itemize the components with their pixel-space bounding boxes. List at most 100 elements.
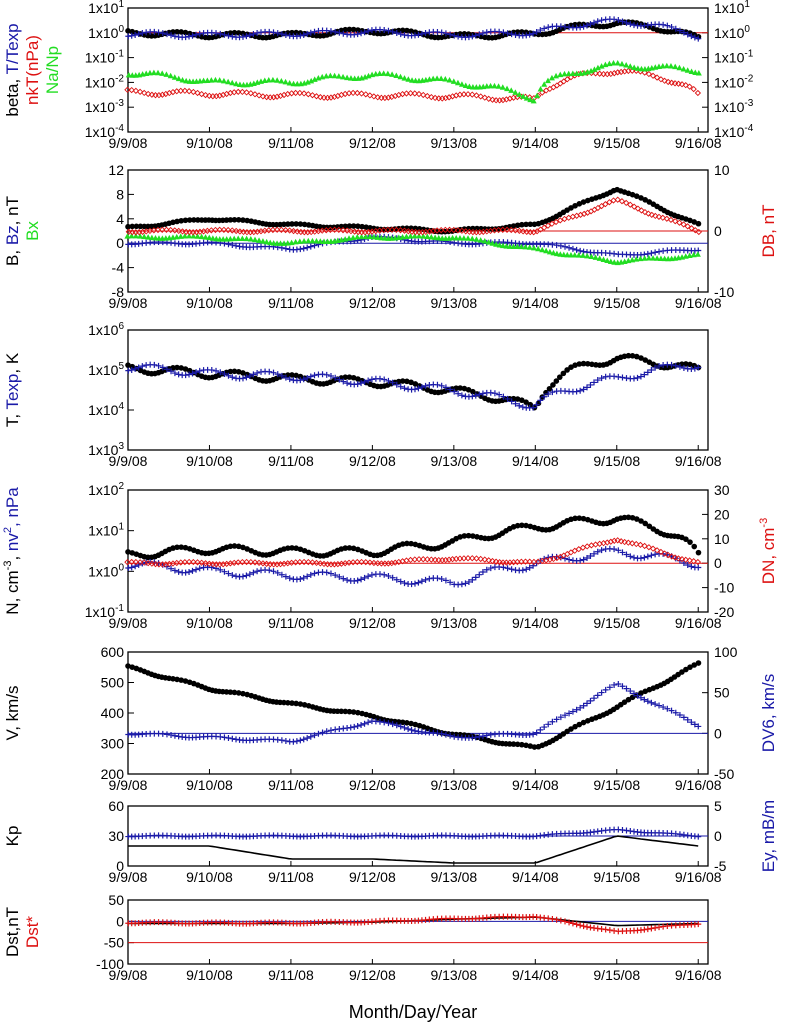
data-point [270, 29, 277, 36]
data-point [633, 516, 640, 522]
data-point [537, 85, 544, 92]
data-point [580, 386, 587, 393]
y-axis-label-right: DV6, km/s [759, 674, 778, 752]
data-point [359, 223, 365, 230]
data-point [451, 32, 458, 39]
data-point [668, 361, 675, 368]
data-point [259, 238, 266, 244]
x-tick-label: 9/11/08 [268, 453, 314, 469]
data-point [135, 364, 142, 371]
data-point [541, 81, 548, 87]
data-point [174, 676, 180, 683]
data-point [508, 226, 515, 234]
data-point [376, 571, 383, 578]
data-point [304, 30, 311, 37]
data-point [695, 549, 702, 556]
data-point [389, 574, 396, 581]
data-point [231, 689, 238, 696]
data-point [691, 543, 698, 550]
data-point [240, 544, 246, 551]
data-point [545, 390, 552, 397]
data-point [355, 223, 361, 230]
data-point [308, 77, 315, 84]
data-point [250, 569, 257, 576]
data-point [286, 575, 293, 582]
x-tick-label: 9/10/08 [186, 295, 233, 311]
data-point [641, 696, 648, 703]
data-point [588, 253, 595, 260]
data-point [519, 522, 525, 529]
data-point [332, 374, 339, 381]
x-tick-label: 9/9/08 [109, 135, 148, 151]
data-point [485, 95, 492, 102]
data-point [293, 738, 300, 745]
data-point [342, 223, 349, 230]
data-point [206, 560, 213, 567]
x-tick-label: 9/9/08 [109, 295, 148, 311]
data-point [684, 562, 691, 569]
y-tick-label-right: 1x10-4 [714, 123, 754, 140]
data-point [672, 218, 679, 225]
data-point [236, 228, 244, 235]
y-tick-label-left: -4 [112, 260, 125, 276]
data-point [182, 217, 189, 224]
data-point [281, 699, 287, 706]
data-point [550, 249, 557, 256]
data-point [182, 366, 189, 372]
data-point [470, 388, 476, 395]
data-point [397, 73, 404, 80]
data-point [483, 732, 490, 739]
data-point [518, 243, 525, 250]
data-point [684, 223, 691, 230]
x-tick-label: 9/11/08 [268, 135, 314, 151]
data-point [274, 371, 281, 378]
data-point [470, 533, 476, 539]
data-point [181, 87, 189, 94]
data-point [233, 242, 240, 249]
data-point [691, 34, 698, 41]
data-point [553, 242, 560, 249]
data-point [300, 90, 308, 97]
data-point [240, 690, 246, 697]
data-point [148, 560, 156, 567]
y-axis-label-right: DB, nT [759, 205, 778, 258]
data-point [274, 30, 281, 37]
y-tick-label-left: 60 [108, 798, 124, 814]
data-point [668, 553, 675, 560]
data-point [690, 85, 697, 93]
data-point [297, 737, 304, 744]
data-point [672, 25, 679, 32]
data-point [611, 16, 618, 23]
data-point [546, 248, 553, 255]
data-point [479, 733, 486, 740]
data-point [167, 72, 174, 79]
data-point [252, 236, 259, 243]
data-point [293, 372, 299, 379]
data-point [254, 30, 261, 37]
y-tick-label-right: 5 [714, 798, 722, 814]
x-tick-label: 9/12/08 [349, 135, 396, 151]
data-point [487, 82, 494, 89]
data-point [286, 79, 293, 86]
y-tick-label-right: 0 [714, 555, 722, 571]
data-point [415, 556, 423, 563]
data-point [132, 365, 139, 372]
data-point [692, 69, 699, 75]
data-point [274, 226, 281, 233]
data-point [251, 559, 259, 566]
data-point [132, 558, 140, 566]
x-tick-label: 9/14/08 [512, 453, 559, 469]
data-point [602, 201, 609, 208]
data-point [344, 577, 351, 584]
x-tick-label: 9/13/08 [430, 135, 477, 151]
y-axis-label: V, km/s [3, 685, 22, 740]
series-red-diamond [124, 67, 702, 104]
data-point [144, 560, 152, 567]
data-point [690, 251, 697, 258]
data-point [168, 368, 175, 375]
data-point [656, 924, 663, 931]
data-point [327, 561, 335, 568]
data-point [598, 63, 605, 69]
data-point [307, 571, 314, 578]
data-point [125, 362, 131, 368]
